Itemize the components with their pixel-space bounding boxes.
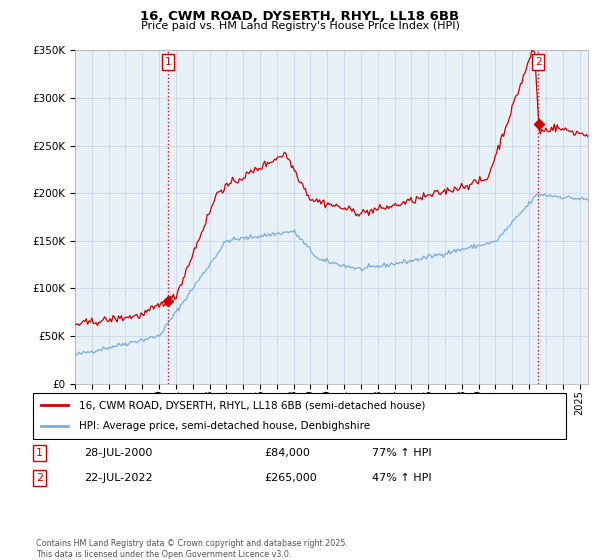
- Text: 2: 2: [36, 473, 43, 483]
- Text: 2: 2: [535, 57, 542, 67]
- Text: £265,000: £265,000: [264, 473, 317, 483]
- Text: 1: 1: [165, 57, 172, 67]
- Text: 22-JUL-2022: 22-JUL-2022: [84, 473, 152, 483]
- Text: 77% ↑ HPI: 77% ↑ HPI: [372, 448, 431, 458]
- FancyBboxPatch shape: [33, 393, 566, 438]
- Text: HPI: Average price, semi-detached house, Denbighshire: HPI: Average price, semi-detached house,…: [79, 421, 370, 431]
- Text: £84,000: £84,000: [264, 448, 310, 458]
- Text: 16, CWM ROAD, DYSERTH, RHYL, LL18 6BB (semi-detached house): 16, CWM ROAD, DYSERTH, RHYL, LL18 6BB (s…: [79, 400, 425, 410]
- Text: Contains HM Land Registry data © Crown copyright and database right 2025.
This d: Contains HM Land Registry data © Crown c…: [36, 539, 348, 559]
- Text: 47% ↑ HPI: 47% ↑ HPI: [372, 473, 431, 483]
- Text: 1: 1: [36, 448, 43, 458]
- Text: Price paid vs. HM Land Registry's House Price Index (HPI): Price paid vs. HM Land Registry's House …: [140, 21, 460, 31]
- Text: 28-JUL-2000: 28-JUL-2000: [84, 448, 152, 458]
- Text: 16, CWM ROAD, DYSERTH, RHYL, LL18 6BB: 16, CWM ROAD, DYSERTH, RHYL, LL18 6BB: [140, 10, 460, 23]
